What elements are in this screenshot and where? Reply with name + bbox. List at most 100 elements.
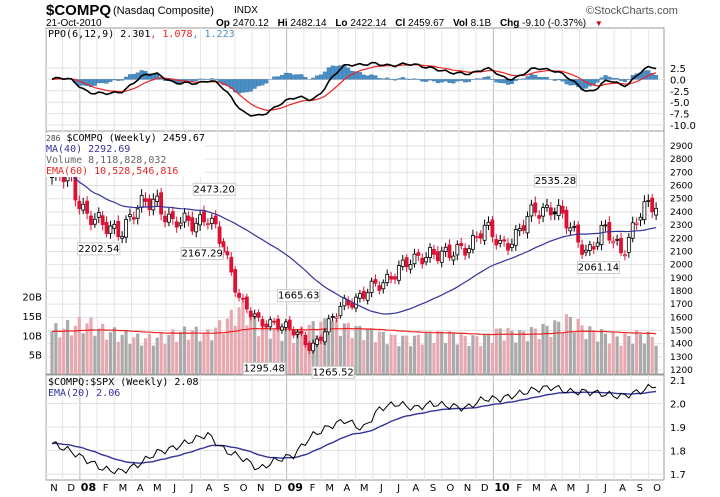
volume-bar: [163, 343, 167, 374]
x-tick-label: M: [567, 483, 576, 494]
candle-body: [170, 211, 175, 220]
volume-bar: [253, 315, 257, 374]
annotation-box: [277, 289, 321, 303]
ppo-tick-label: 0.0: [670, 75, 686, 86]
volume-bar: [104, 339, 109, 374]
volume-bar: [592, 330, 596, 374]
x-tick-label: O: [446, 483, 454, 494]
volume-bar: [93, 335, 97, 374]
candle-body: [77, 200, 82, 210]
ppo-histogram-bar: [127, 74, 132, 80]
x-tick-label: A: [343, 483, 350, 494]
x-tick-label: A: [206, 483, 213, 494]
price-tick-label: 2600: [670, 182, 693, 192]
candle-body: [319, 336, 323, 341]
main-legend-ema: EMA(60) 10,528,546,816: [46, 166, 179, 177]
volume-bar: [603, 333, 608, 374]
volume-bar: [623, 333, 627, 374]
candle-body: [315, 338, 319, 345]
ppo-histogram-bar: [591, 79, 596, 85]
ppo-histogram-bar: [237, 79, 242, 94]
candle-body: [209, 217, 214, 224]
price-tick-label: 2100: [670, 247, 693, 257]
volume-bar: [206, 329, 210, 374]
candle-body: [116, 220, 121, 238]
volume-bar: [475, 336, 479, 374]
candle-body: [194, 222, 199, 233]
volume-bar: [214, 327, 218, 374]
volume-bar: [420, 344, 424, 374]
candle-body: [291, 329, 296, 336]
candle-body: [182, 212, 187, 223]
candle-body: [217, 226, 222, 244]
candle-body: [517, 228, 522, 232]
candle-body: [650, 197, 655, 213]
candle-body: [506, 243, 510, 251]
volume-bar: [147, 333, 152, 374]
volume-bar: [381, 331, 385, 374]
volume-bar: [362, 340, 366, 374]
ppo-histogram-bar: [564, 79, 569, 85]
ppo-histogram-bar: [311, 77, 316, 80]
candle-body: [159, 192, 164, 215]
volume-bar: [182, 326, 187, 374]
volume-bar: [272, 328, 276, 374]
candle-body: [108, 225, 113, 234]
candle-body: [147, 198, 152, 210]
volume-bar: [268, 338, 272, 374]
volume-bar: [190, 330, 194, 374]
volume-bar: [483, 334, 487, 374]
candle-body: [529, 204, 534, 217]
candle-body: [326, 318, 331, 333]
candle-body: [626, 237, 631, 253]
x-tick-label: D: [481, 483, 489, 494]
volume-bar: [369, 328, 374, 374]
volume-bar: [412, 335, 417, 374]
price-tick-label: 2300: [670, 221, 693, 231]
candle-body: [225, 251, 230, 256]
volume-bar: [210, 340, 214, 374]
volume-tick-label: 15B: [22, 312, 42, 323]
volume-bar: [377, 331, 381, 374]
volume-bar: [447, 331, 452, 374]
candle-body: [330, 316, 335, 318]
volume-bar: [533, 328, 537, 374]
ppo-histogram-bar: [194, 79, 199, 82]
brand-logo[interactable]: ©StockCharts.com: [586, 5, 678, 17]
volume-bar: [73, 325, 77, 374]
candle-body: [603, 224, 608, 227]
quote-value-op: 2470.12: [232, 18, 272, 29]
volume-bar: [436, 331, 440, 374]
candle-body: [264, 324, 269, 328]
x-tick-label: F: [310, 483, 316, 494]
volume-bar: [397, 346, 401, 374]
volume-bar: [553, 320, 557, 374]
ppo-histogram-bar: [603, 75, 608, 80]
candle-body: [459, 243, 464, 247]
volume-ema-line: [51, 327, 657, 336]
ratio-tick-label: 1.7: [670, 470, 686, 481]
volume-bar: [112, 327, 116, 374]
volume-bar: [299, 326, 304, 374]
candle-body: [205, 223, 210, 226]
volume-bar: [607, 343, 611, 374]
candle-body: [85, 200, 89, 214]
ppo-histogram-bar: [124, 76, 129, 80]
ppo-histogram-bar: [221, 79, 226, 86]
ppo-histogram-bar: [482, 77, 487, 80]
candle-body: [509, 243, 514, 248]
candle-body: [295, 331, 300, 335]
ppo-histogram-bar: [89, 79, 93, 88]
main-legend-price: $COMPQ (Weekly) 2459.67: [66, 133, 205, 144]
volume-bar: [295, 330, 300, 374]
volume-tick-label: 20B: [22, 293, 42, 304]
ppo-histogram-bar: [533, 74, 538, 80]
ppo-histogram-bar: [525, 76, 530, 80]
volume-bar: [292, 342, 296, 374]
ppo-histogram-bar: [513, 79, 518, 81]
volume-bar: [416, 334, 420, 374]
volume-bar: [467, 346, 471, 374]
ppo-line: [51, 61, 657, 117]
volume-bar: [77, 317, 81, 374]
candle-body: [256, 312, 261, 318]
